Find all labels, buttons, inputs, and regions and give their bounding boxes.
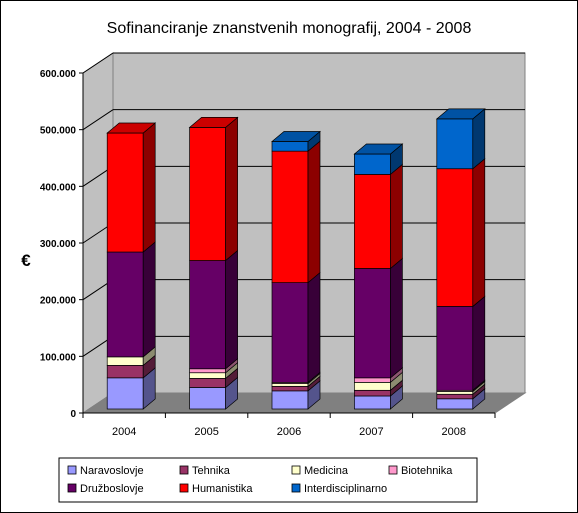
- bar-naravoslovje-2007: [354, 395, 391, 410]
- bar-side-družboslovje-2007: [390, 257, 403, 379]
- bar-naravoslovje-2008: [436, 398, 474, 410]
- x-tick-label: 2006: [277, 426, 301, 438]
- bar-medicina-2007: [354, 382, 391, 391]
- bar-medicina-2004: [106, 356, 144, 366]
- x-axis-ticks: 2004 2005 2006 2007 2008: [82, 412, 496, 438]
- bar-side-družboslovje-2008: [472, 295, 486, 392]
- legend-label: Interdisciplinarno: [304, 483, 387, 495]
- bar-tehnika-2006: [271, 385, 309, 392]
- y-axis-label: €: [21, 251, 31, 270]
- y-tick-label: 400.000: [40, 182, 77, 193]
- y-tick-label: 500.000: [40, 126, 77, 137]
- y-tick-label: 600.000: [40, 69, 77, 80]
- chart-title: Sofinanciranje znanstvenih monografij, 2…: [107, 20, 472, 37]
- bar-humanistika-2004: [106, 132, 144, 253]
- x-tick-label: 2004: [112, 426, 136, 438]
- bars: [106, 108, 486, 410]
- bar-družboslovje-2007: [354, 268, 391, 379]
- bar-medicina-2006: [271, 383, 309, 387]
- bar-side-interdisciplinarno-2008: [472, 108, 486, 170]
- bar-biotehnika-2007: [354, 377, 391, 383]
- bar-naravoslovje-2006: [271, 390, 309, 410]
- legend-label: Biotehnika: [401, 465, 453, 477]
- legend-swatch: [67, 483, 77, 493]
- bar-side-družboslovje-2004: [142, 241, 156, 358]
- y-tick-label: 100.000: [40, 352, 77, 363]
- bar-side-humanistika-2006: [307, 140, 321, 284]
- x-tick-label: 2005: [194, 426, 218, 438]
- bar-interdisciplinarno-2007: [354, 153, 391, 175]
- bar-naravoslovje-2004: [106, 377, 144, 410]
- bar-tehnika-2005: [189, 378, 226, 388]
- bar-side-humanistika-2004: [142, 122, 156, 253]
- bar-družboslovje-2006: [271, 282, 309, 383]
- bar-top-2008: [435, 108, 486, 120]
- bar-side-humanistika-2008: [472, 157, 486, 308]
- legend-swatch: [179, 465, 189, 475]
- bar-tehnika-2007: [354, 389, 391, 397]
- y-tick-label: 0: [70, 409, 76, 420]
- bar-top-2007: [353, 143, 404, 155]
- bar-tehnika-2004: [106, 365, 144, 379]
- bar-biotehnika-2005: [189, 368, 226, 374]
- y-axis-ticks: 0 100.000 200.000 300.000 400.000 500.000 600.…: [40, 69, 84, 420]
- gridline-side: [82, 109, 114, 131]
- x-tick-label: 2007: [359, 426, 383, 438]
- bar-družboslovje-2008: [436, 306, 474, 391]
- bar-humanistika-2008: [436, 168, 474, 307]
- bar-družboslovje-2004: [106, 251, 144, 358]
- legend-swatch: [67, 465, 77, 475]
- bar-interdisciplinarno-2008: [436, 118, 474, 170]
- legend-swatch: [388, 465, 398, 475]
- legend-label: Medicina: [304, 465, 349, 477]
- legend-label: Družboslovje: [80, 483, 144, 495]
- bar-družboslovje-2005: [189, 260, 226, 370]
- bar-side-družboslovje-2006: [307, 271, 321, 384]
- legend-swatch: [179, 483, 189, 493]
- y-tick-label: 200.000: [40, 296, 77, 307]
- bar-humanistika-2005: [189, 127, 226, 261]
- bar-medicina-2008: [436, 391, 474, 395]
- bar-side-humanistika-2007: [390, 163, 403, 270]
- bar-top-2006: [271, 131, 321, 142]
- legend-swatch: [291, 465, 301, 475]
- legend-label: Humanistika: [192, 483, 253, 495]
- bar-medicina-2005: [189, 372, 226, 379]
- legend-label: Naravoslovje: [80, 465, 144, 477]
- bar-tehnika-2008: [436, 393, 474, 400]
- bar-naravoslovje-2005: [189, 387, 226, 410]
- bar-top-2004: [106, 122, 157, 134]
- x-tick-label: 2008: [442, 426, 466, 438]
- y-tick-label: 300.000: [40, 239, 77, 250]
- bar-top-2005: [188, 117, 239, 128]
- bar-humanistika-2007: [354, 174, 391, 269]
- legend: Naravoslovje Tehnika Medicina Biotehnika Dru…: [58, 457, 478, 503]
- gridline-side: [82, 52, 114, 74]
- bar-interdisciplinarno-2006: [271, 141, 309, 152]
- legend-label: Tehnika: [192, 465, 231, 477]
- bar-side-družboslovje-2005: [225, 249, 238, 370]
- legend-swatch: [291, 483, 301, 493]
- legend-box: [58, 457, 478, 503]
- bar-side-humanistika-2005: [225, 116, 238, 262]
- bar-humanistika-2006: [271, 150, 309, 283]
